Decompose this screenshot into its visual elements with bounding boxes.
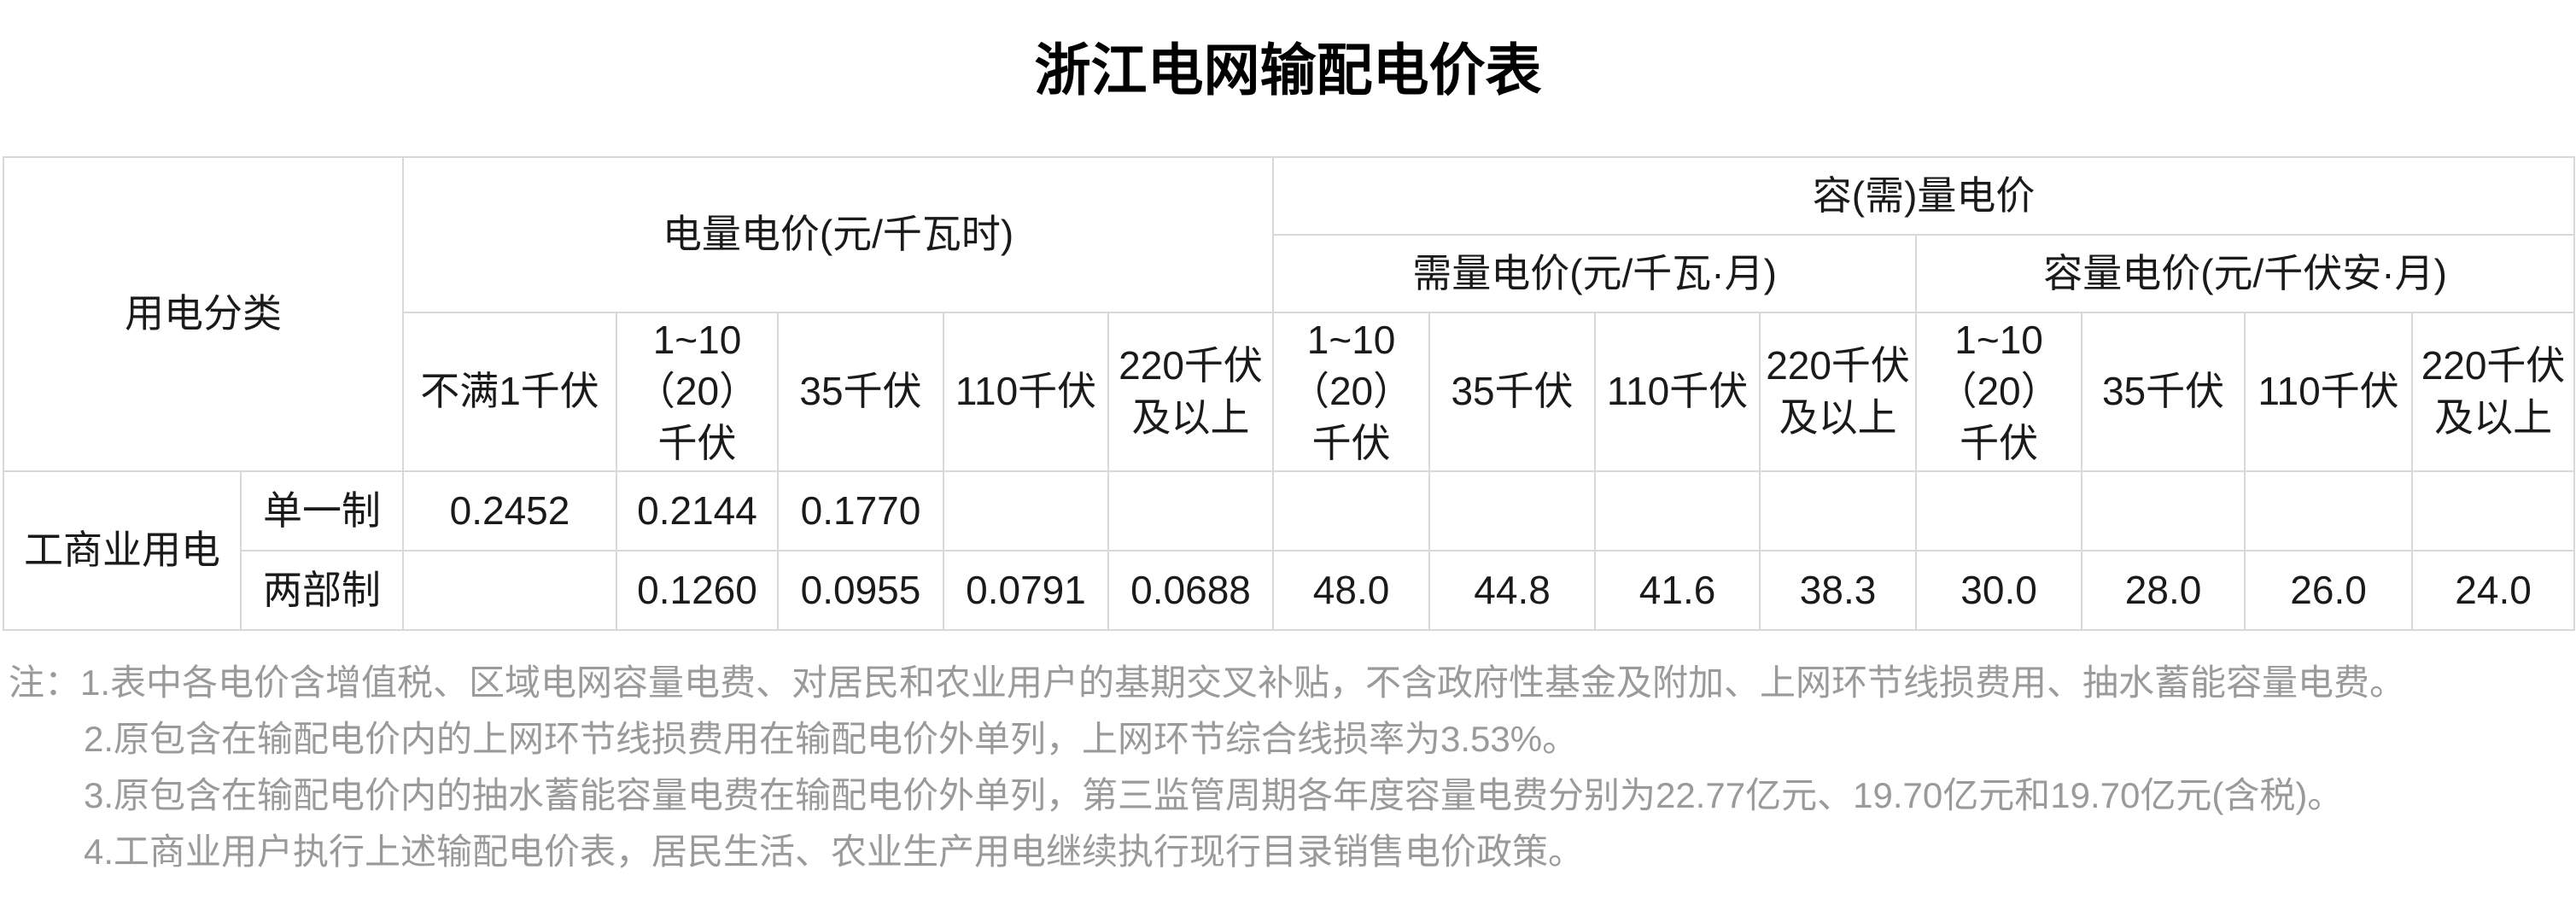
table-row: 工商业用电 单一制 0.2452 0.2144 0.1770 xyxy=(3,470,2576,631)
note-item: 1.表中各电价含增值税、区域电网容量电费、对居民和农业用户的基期交叉补贴，不含政… xyxy=(80,662,2406,703)
table-row: 两部制 0.1260 0.0955 0.0791 0.0688 48.0 44.… xyxy=(3,549,2576,631)
value-cell: 0.0791 xyxy=(943,549,1109,631)
page-title: 浙江电网输配电价表 xyxy=(1034,40,1542,102)
value-cell: 0.1770 xyxy=(777,470,944,551)
value-cell: 41.6 xyxy=(1594,549,1761,631)
header-capacity-voltage-1: 35千伏 xyxy=(2081,311,2246,472)
value-cell: 0.1260 xyxy=(616,549,779,631)
value-cell: 44.8 xyxy=(1428,549,1597,631)
value-cell: 0.2144 xyxy=(616,470,779,551)
value-cell xyxy=(1915,470,2083,551)
value-cell xyxy=(402,549,617,631)
row-system-cell: 两部制 xyxy=(240,549,404,631)
value-cell xyxy=(1107,470,1275,551)
header-classification: 用电分类 xyxy=(3,155,404,472)
value-cell xyxy=(1759,470,1918,551)
value-cell xyxy=(2244,470,2414,551)
value-cell: 30.0 xyxy=(1915,549,2083,631)
header-capacity-voltage-3: 220千伏 及以上 xyxy=(2411,311,2576,472)
header-energy-voltage-0: 不满1千伏 xyxy=(402,311,617,472)
value-cell: 38.3 xyxy=(1759,549,1918,631)
value-cell: 28.0 xyxy=(2081,549,2246,631)
notes-prefix: 注： xyxy=(9,662,81,703)
note-line-1: 注：1.表中各电价含增值税、区域电网容量电费、对居民和农业用户的基期交叉补贴，不… xyxy=(9,655,2576,711)
header-capacity-voltage-0: 1~10 （20） 千伏 xyxy=(1915,311,2083,472)
header-energy-voltage-4: 220千伏 及以上 xyxy=(1107,311,1275,472)
header-demand-voltage-1: 35千伏 xyxy=(1428,311,1597,472)
value-cell xyxy=(943,470,1109,551)
header-capacity-group: 容量电价(元/千伏安·月) xyxy=(1915,233,2576,313)
header-capacity-demand-group: 容(需)量电价 xyxy=(1272,155,2576,236)
value-cell: 26.0 xyxy=(2244,549,2414,631)
note-line-4: 4.工商业用户执行上述输配电价表，居民生活、农业生产用电继续执行现行目录销售电价… xyxy=(84,831,1585,872)
header-energy-voltage-2: 35千伏 xyxy=(777,311,944,472)
header-demand-voltage-3: 220千伏 及以上 xyxy=(1759,311,1918,472)
value-cell: 0.0955 xyxy=(777,549,944,631)
price-table: 用电分类 电量电价(元/千瓦时) 容(需)量电价 需量电价(元/千瓦·月) 容量… xyxy=(3,155,2576,631)
header-demand-voltage-2: 110千伏 xyxy=(1594,311,1761,472)
value-cell xyxy=(2081,470,2246,551)
header-energy-voltage-1: 1~10 （20） 千伏 xyxy=(616,311,779,472)
value-cell xyxy=(2411,470,2576,551)
notes-block: 注：1.表中各电价含增值税、区域电网容量电费、对居民和农业用户的基期交叉补贴，不… xyxy=(0,655,2576,880)
header-energy-group: 电量电价(元/千瓦时) xyxy=(401,155,1275,313)
value-cell xyxy=(1594,470,1761,551)
value-cell: 48.0 xyxy=(1272,549,1431,631)
row-category-cell: 工商业用电 xyxy=(3,470,242,631)
header-capacity-voltage-2: 110千伏 xyxy=(2244,311,2414,472)
value-cell xyxy=(1428,470,1597,551)
header-demand-voltage-0: 1~10 （20） 千伏 xyxy=(1272,311,1431,472)
header-energy-voltage-3: 110千伏 xyxy=(943,311,1109,472)
note-line-3: 3.原包含在输配电价内的抽水蓄能容量电费在输配电价外单列，第三监管周期各年度容量… xyxy=(84,774,2344,815)
row-system-cell: 单一制 xyxy=(240,470,404,551)
note-line-2: 2.原包含在输配电价内的上网环节线损费用在输配电价外单列，上网环节综合线损率为3… xyxy=(84,718,1579,759)
value-cell: 0.2452 xyxy=(402,470,617,551)
header-demand-group: 需量电价(元/千瓦·月) xyxy=(1272,233,1918,313)
value-cell: 24.0 xyxy=(2411,549,2576,631)
value-cell xyxy=(1272,470,1431,551)
value-cell: 0.0688 xyxy=(1107,549,1275,631)
